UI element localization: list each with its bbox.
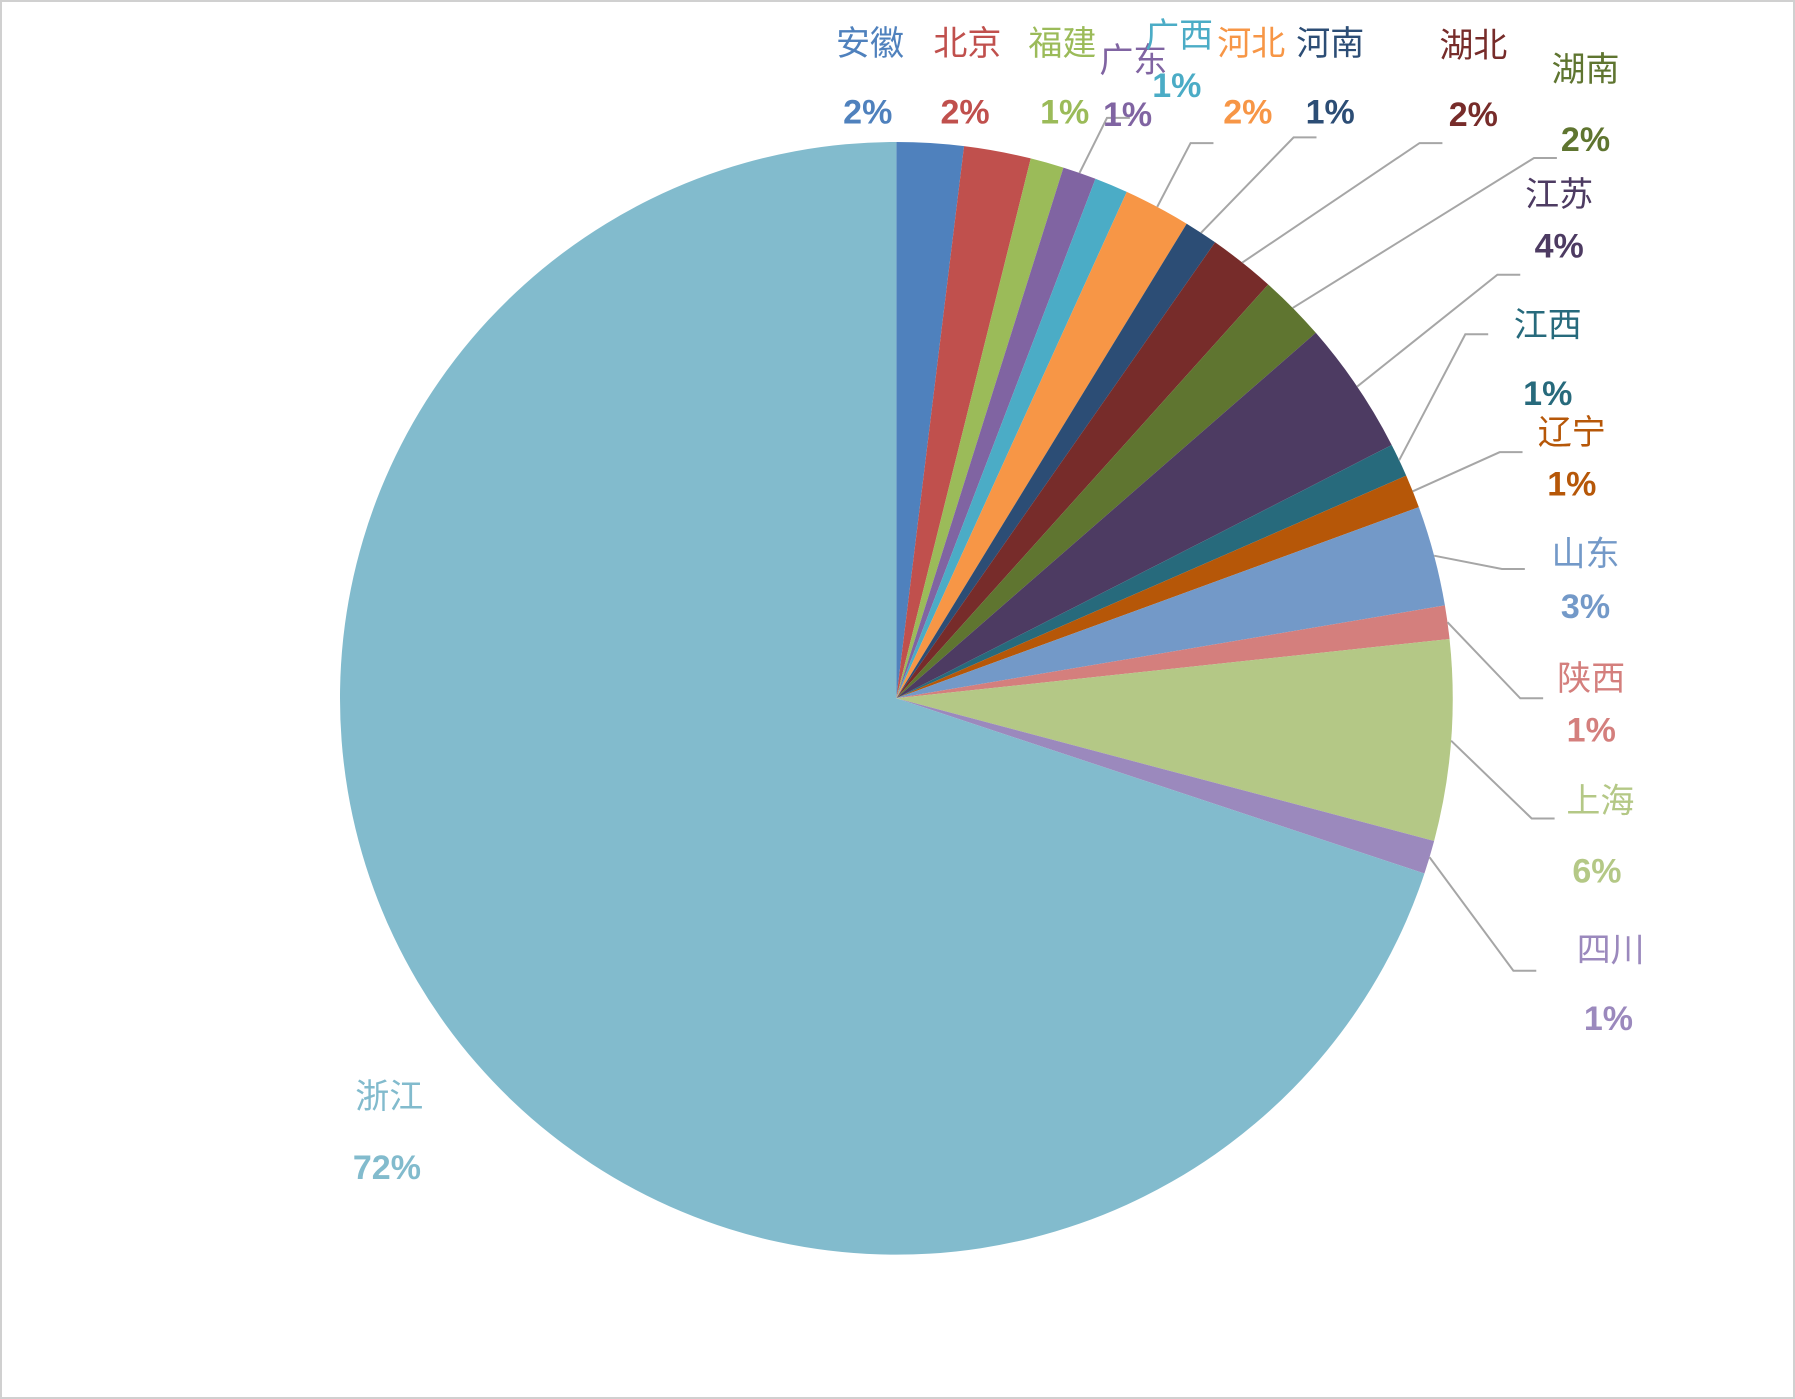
- value-label: 1%: [1567, 712, 1616, 750]
- slice-label: 江苏: [1525, 175, 1593, 215]
- pie-slice: [896, 507, 1445, 699]
- slice-label: 陕西: [1557, 659, 1625, 699]
- slice-label: 江西: [1514, 305, 1582, 345]
- pie-slice: [339, 141, 1425, 1255]
- value-label: 1%: [1523, 375, 1572, 413]
- slice-label: 四川: [1577, 930, 1645, 970]
- pie-slice: [896, 242, 1269, 699]
- slice-label: 北京: [933, 24, 1001, 64]
- pie-slice: [896, 158, 1064, 699]
- value-label: 4%: [1535, 227, 1584, 265]
- leader-line: [1078, 116, 1130, 174]
- slice-label: 辽宁: [1538, 413, 1606, 453]
- value-label: 1%: [1040, 93, 1089, 131]
- slice-label: 福建: [1028, 24, 1096, 64]
- leader-line: [1156, 142, 1214, 208]
- pie-slice: [896, 639, 1453, 841]
- leader-line: [1446, 621, 1544, 700]
- pie-slice: [896, 178, 1127, 699]
- leader-line: [1356, 273, 1521, 388]
- leader-line: [1428, 856, 1537, 972]
- slice-label: 河南: [1296, 24, 1364, 64]
- slice-label: 安徽: [836, 24, 904, 64]
- leader-line: [1200, 136, 1317, 234]
- leader-line: [1433, 554, 1525, 570]
- pie-slice: [896, 167, 1096, 699]
- pie-slice: [896, 475, 1419, 699]
- value-label: 2%: [1223, 93, 1272, 131]
- slice-label: 河北: [1217, 24, 1285, 64]
- pie-slice: [896, 605, 1450, 699]
- pie-slice: [896, 698, 1435, 874]
- slice-label: 浙江: [355, 1077, 423, 1117]
- slice-label: 山东: [1552, 534, 1620, 574]
- pie-slice: [896, 444, 1407, 699]
- value-label: 72%: [353, 1149, 421, 1187]
- slice-label: 湖南: [1552, 50, 1620, 90]
- value-label: 2%: [940, 93, 989, 131]
- pie-slice: [896, 284, 1316, 699]
- leader-line: [1241, 142, 1443, 264]
- slice-label: 广西: [1145, 16, 1213, 56]
- value-label: 2%: [843, 93, 892, 131]
- value-label: 3%: [1561, 588, 1610, 626]
- pie-slice: [896, 332, 1392, 699]
- pie-slice: [896, 223, 1216, 699]
- leader-line: [1412, 451, 1523, 493]
- slice-label: 上海: [1566, 782, 1634, 822]
- value-label: 1%: [1547, 466, 1596, 504]
- value-label: 1%: [1103, 96, 1152, 134]
- value-label: 1%: [1584, 1000, 1633, 1038]
- leader-line: [1292, 156, 1557, 309]
- pie-slice: [896, 191, 1187, 699]
- pie-slice: [896, 141, 965, 699]
- value-label: 1%: [1152, 67, 1201, 105]
- slice-label: 广东: [1099, 41, 1167, 81]
- slice-label: 湖北: [1439, 26, 1507, 66]
- value-label: 2%: [1561, 121, 1610, 159]
- leader-line: [1398, 333, 1489, 461]
- leader-line: [1450, 739, 1555, 820]
- value-label: 1%: [1306, 93, 1355, 131]
- value-label: 2%: [1449, 96, 1498, 134]
- value-label: 6%: [1572, 852, 1621, 890]
- pie-slice: [896, 146, 1031, 699]
